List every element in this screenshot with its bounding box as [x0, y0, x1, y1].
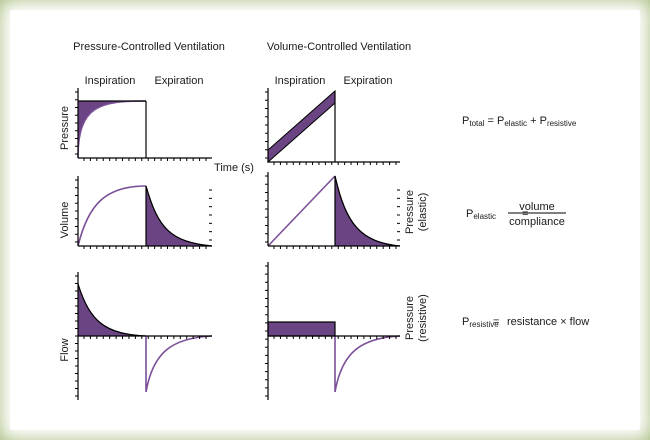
volume-axis-label: Volume	[59, 202, 71, 239]
equation-resistive-lhs: Presistive	[462, 316, 499, 329]
equation-elastic-numerator: volume	[519, 201, 554, 213]
heading-vcv: Volume-Controlled Ventilation	[267, 41, 411, 53]
pcv-flow-panel	[77, 272, 213, 400]
vcv-pressure-fill	[267, 89, 336, 164]
vcv-pressure-panel	[267, 88, 400, 164]
equation-elastic-lhs: Pelastic	[466, 208, 496, 221]
pcv-flow-fill	[77, 283, 147, 337]
equation-total: Ptotal = Pelastic + Presistive	[462, 115, 577, 128]
vcv-inspiration-label: Inspiration	[275, 75, 326, 87]
vcv-expiration-label: Expiration	[344, 75, 393, 87]
pressure-resistive-axis-label: Pressure	[404, 296, 416, 340]
vcv-resistive-expiratory-curve	[334, 335, 401, 393]
time-axis-label: Time (s)	[214, 162, 254, 174]
pcv-expiration-label: Expiration	[155, 75, 204, 87]
pcv-volume-decay-curve	[145, 185, 213, 247]
pcv-pressure-panel	[77, 88, 212, 159]
resistive-axis-sublabel: (resistive)	[417, 294, 429, 342]
elastic-axis-sublabel: (elastic)	[417, 193, 429, 232]
pcv-volume-fill	[145, 185, 213, 247]
vcv-resistive-fill	[267, 321, 336, 337]
pressure-axis-label: Pressure	[59, 106, 71, 150]
vcv-elastic-panel	[267, 172, 401, 247]
flow-axis-label: Flow	[59, 338, 71, 361]
vcv-elastic-decay-curve	[334, 175, 401, 247]
equation-resistive-equals: =	[493, 316, 499, 328]
pcv-volume-rise-curve	[77, 185, 147, 247]
axis-ticks	[75, 91, 400, 397]
pressure-elastic-axis-label: Pressure	[404, 190, 416, 234]
heading-pcv: Pressure-Controlled Ventilation	[73, 41, 225, 53]
equation-total-text: Ptotal = Pelastic + Presistive	[462, 115, 577, 128]
vcv-elastic-ramp	[267, 175, 336, 247]
equation-resistive-rhs: resistance × flow	[507, 316, 589, 328]
equation-elastic-equals: =	[522, 208, 528, 220]
equation-elastic: Pelastic = volume compliance	[466, 201, 566, 228]
vcv-resistive-panel	[267, 262, 401, 400]
pcv-volume-panel	[77, 176, 213, 247]
equation-elastic-denominator: compliance	[509, 216, 565, 228]
pcv-flow-inspiratory-curve	[77, 283, 147, 337]
pcv-flow-expiratory-curve	[145, 335, 213, 393]
equation-resistive: Presistive = resistance × flow	[462, 316, 589, 329]
pcv-inspiration-label: Inspiration	[85, 75, 136, 87]
figure-panel	[10, 10, 640, 430]
vcv-elastic-fill	[334, 175, 401, 247]
pcv-pressure-fill	[77, 100, 147, 159]
